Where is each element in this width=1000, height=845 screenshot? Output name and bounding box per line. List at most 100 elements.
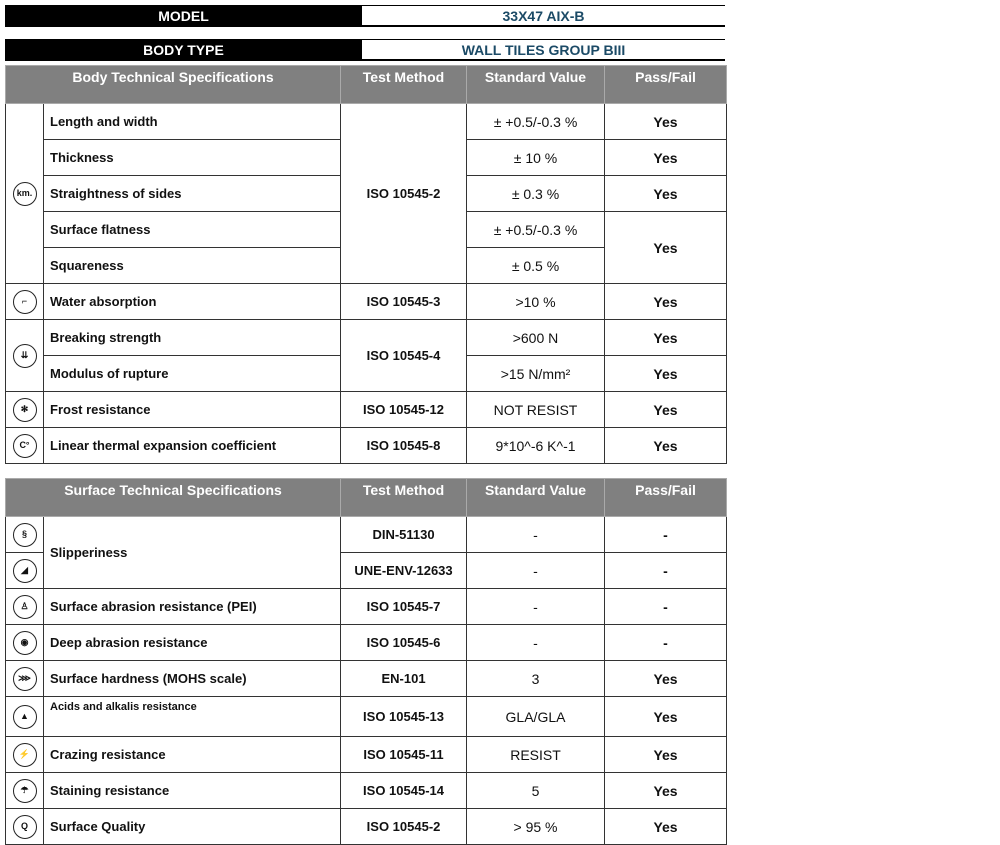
body-type-label: BODY TYPE xyxy=(5,39,362,61)
table-header: Surface Technical Specifications Test Me… xyxy=(4,478,728,517)
test-method: EN-101 xyxy=(340,660,468,697)
spec-label: Crazing resistance xyxy=(42,736,342,773)
standard-value: ± +0.5/-0.3 % xyxy=(466,211,605,248)
icon-cell: ⌐ xyxy=(5,283,44,320)
body-spec-table: Body Technical Specifications Test Metho… xyxy=(5,65,727,464)
ruler-icon-cell: km. xyxy=(5,103,44,284)
test-method: ISO 10545-13 xyxy=(340,696,468,737)
header-value: Standard Value xyxy=(466,65,605,104)
icon-cell: ⇊ xyxy=(5,319,44,392)
pass-fail: Yes xyxy=(604,736,728,773)
spec-label: Breaking strength xyxy=(43,319,341,356)
test-method: DIN-51130 xyxy=(340,516,468,553)
table-row: ☂ Staining resistance ISO 10545-14 5 Yes xyxy=(5,772,728,809)
icon-cell: ▲ xyxy=(5,696,44,737)
spec-label: Surface hardness (MOHS scale) xyxy=(42,660,342,697)
acid-drop-icon: ▲ xyxy=(12,704,37,729)
standard-value: RESIST xyxy=(466,736,606,773)
model-label: MODEL xyxy=(5,5,362,27)
snowflake-icon: ✻ xyxy=(12,397,37,422)
icon-cell: C° xyxy=(5,427,44,464)
standard-value: - xyxy=(466,552,606,589)
pass-fail: Yes xyxy=(604,696,728,737)
standard-value: - xyxy=(466,516,606,553)
pass-fail: Yes xyxy=(604,319,727,356)
test-method: ISO 10545-11 xyxy=(340,736,468,773)
standard-value: 5 xyxy=(466,772,606,809)
icon-cell: ⋙ xyxy=(5,660,44,697)
header-spec: Surface Technical Specifications xyxy=(4,478,342,517)
table-row: Squareness ± 0.5 % xyxy=(6,247,727,284)
ramp-icon: ◢ xyxy=(12,558,37,583)
body-type-value: WALL TILES GROUP BIII xyxy=(362,39,725,61)
surface-spec-table: Surface Technical Specifications Test Me… xyxy=(4,478,728,845)
test-method: ISO 10545-8 xyxy=(340,427,467,464)
spec-label: Modulus of rupture xyxy=(43,355,341,392)
icon-cell: ✻ xyxy=(5,391,44,428)
spec-label: Slipperiness xyxy=(42,516,342,589)
table-row: Modulus of rupture >15 N/mm² Yes xyxy=(6,355,727,392)
spec-label: Linear thermal expansion coefficient xyxy=(43,427,341,464)
model-row: MODEL 33X47 AIX-B xyxy=(5,5,725,27)
test-method: ISO 10545-14 xyxy=(340,772,468,809)
standard-value: >10 % xyxy=(466,283,605,320)
pass-fail: Yes xyxy=(604,283,727,320)
abrasion-disc-icon: ◉ xyxy=(12,630,37,655)
test-method: ISO 10545-2 xyxy=(340,808,468,845)
table-row: C° Linear thermal expansion coefficient … xyxy=(5,427,727,464)
pass-fail: Yes xyxy=(604,391,727,428)
spec-label: Acids and alkalis resistance xyxy=(42,696,342,737)
table-row: ◢ UNE-ENV-12633 - - xyxy=(5,552,728,589)
header-pass: Pass/Fail xyxy=(604,65,727,104)
spec-label: Surface abrasion resistance (PEI) xyxy=(42,588,342,625)
water-tap-icon: ⌐ xyxy=(12,289,37,314)
pass-fail: Yes xyxy=(604,427,727,464)
table-row: ▲ Acids and alkalis resistance ISO 10545… xyxy=(5,696,728,737)
spec-label: Surface Quality xyxy=(42,808,342,845)
standard-value: ± +0.5/-0.3 % xyxy=(466,103,605,140)
pass-fail: Yes xyxy=(604,808,728,845)
pass-fail: Yes xyxy=(604,211,727,284)
icon-cell: ♙ xyxy=(5,588,44,625)
table-row: ⋙ Surface hardness (MOHS scale) EN-101 3… xyxy=(5,660,728,697)
standard-value: NOT RESIST xyxy=(466,391,605,428)
spec-label: Water absorption xyxy=(43,283,341,320)
spec-label: Length and width xyxy=(43,103,341,140)
dimension-icon: km. xyxy=(12,181,37,206)
table-row: Q Surface Quality ISO 10545-2 > 95 % Yes xyxy=(5,808,728,845)
header-pass: Pass/Fail xyxy=(604,478,728,517)
test-method: ISO 10545-4 xyxy=(340,319,467,392)
table-row: ♙ Surface abrasion resistance (PEI) ISO … xyxy=(5,588,728,625)
icon-cell: ⚡ xyxy=(5,736,44,773)
pass-fail: Yes xyxy=(604,772,728,809)
test-method: ISO 10545-3 xyxy=(340,283,467,320)
icon-cell: ☂ xyxy=(5,772,44,809)
standard-value: 3 xyxy=(466,660,606,697)
table-row: km. Length and width ISO 10545-2 ± +0.5/… xyxy=(5,103,727,284)
model-value: 33X47 AIX-B xyxy=(362,5,725,27)
icon-cell: ◉ xyxy=(5,624,44,661)
spec-label: Squareness xyxy=(43,247,341,284)
test-method: ISO 10545-2 xyxy=(340,103,467,284)
spec-label: Staining resistance xyxy=(42,772,342,809)
standard-value: - xyxy=(466,624,606,661)
spec-label: Frost resistance xyxy=(43,391,341,428)
spec-label: Surface flatness xyxy=(43,211,341,248)
standard-value: ± 0.3 % xyxy=(466,175,605,212)
spec-label: Straightness of sides xyxy=(43,175,341,212)
header-value: Standard Value xyxy=(466,478,606,517)
pass-fail: Yes xyxy=(604,139,727,176)
table-row: § Slipperiness DIN-51130 - - xyxy=(5,516,728,589)
pass-fail: - xyxy=(604,624,728,661)
pass-fail: - xyxy=(604,588,728,625)
crazing-icon: ⚡ xyxy=(12,742,37,767)
header-method: Test Method xyxy=(340,65,467,104)
magnifier-icon: Q xyxy=(12,814,37,839)
spec-label: Deep abrasion resistance xyxy=(42,624,342,661)
test-method: UNE-ENV-12633 xyxy=(340,552,468,589)
test-method: ISO 10545-6 xyxy=(340,624,468,661)
standard-value: > 95 % xyxy=(466,808,606,845)
table-row: ⌐ Water absorption ISO 10545-3 >10 % Yes xyxy=(5,283,727,320)
pass-fail: Yes xyxy=(604,660,728,697)
pass-fail: - xyxy=(604,552,728,589)
